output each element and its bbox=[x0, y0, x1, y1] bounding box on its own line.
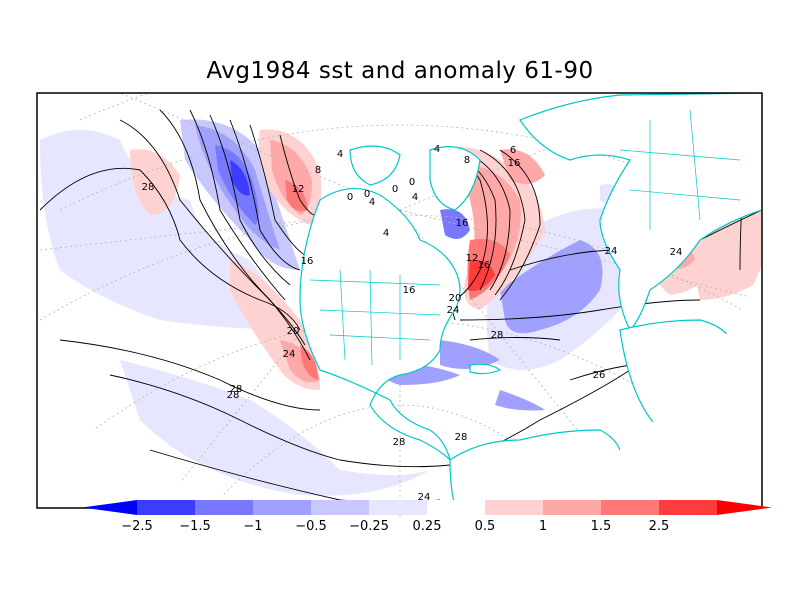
colorbar-tick-label: 0.25 bbox=[413, 519, 442, 534]
contour-label: 16 bbox=[478, 260, 491, 271]
colorbar-bin bbox=[427, 500, 485, 515]
contour-label: 16 bbox=[456, 218, 469, 229]
contour-label: 12 bbox=[466, 253, 479, 264]
contour-label: 28 bbox=[230, 384, 243, 395]
arctic-islands bbox=[349, 145, 401, 186]
contour-label: 16 bbox=[301, 256, 314, 267]
contour-label: 24 bbox=[418, 492, 431, 503]
contour-label: 12 bbox=[292, 184, 305, 195]
colorbar-bin bbox=[601, 500, 659, 515]
colorbar-bin bbox=[543, 500, 601, 515]
colorbar: −2.5 −1.5 −1 −0.5 −0.25 0.25 0.5 1 1.5 2.5 bbox=[82, 500, 772, 534]
contour-label: 8 bbox=[315, 165, 321, 176]
anomaly-region bbox=[500, 240, 603, 334]
colorbar-bin bbox=[253, 500, 311, 515]
colorbar-tick-label: −1.5 bbox=[179, 519, 211, 534]
contour-label: 0 bbox=[347, 192, 353, 203]
colorbar-tick-label: −0.25 bbox=[349, 519, 389, 534]
contour-label: 16 bbox=[508, 158, 521, 169]
caribbean-islands bbox=[469, 363, 502, 375]
colorbar-bin bbox=[659, 500, 717, 515]
contour-label: 24 bbox=[670, 247, 683, 258]
contour-label: 4 bbox=[369, 197, 375, 208]
contour-label: 0 bbox=[364, 189, 370, 200]
anomaly-region bbox=[230, 160, 250, 196]
sst-contours bbox=[39, 109, 762, 503]
colorbar-tick-label: 1.5 bbox=[591, 519, 612, 534]
anomaly-region bbox=[300, 345, 318, 380]
contour-label: 28 bbox=[491, 330, 504, 341]
colorbar-tick-label: 2.5 bbox=[649, 519, 670, 534]
colorbar-bin bbox=[485, 500, 543, 515]
colorbar-tick-label: −2.5 bbox=[121, 519, 153, 534]
greenland bbox=[429, 146, 481, 211]
colorbar-bin bbox=[195, 500, 253, 515]
anomaly-region bbox=[440, 340, 500, 369]
colorbar-arrow-low bbox=[82, 500, 137, 515]
colorbar-bin bbox=[311, 500, 369, 515]
contour-label: 0 bbox=[409, 177, 415, 188]
anomaly-region bbox=[495, 390, 545, 411]
contour-label: 28 bbox=[142, 182, 155, 193]
contour-label: 28 bbox=[393, 437, 406, 448]
europe-asia bbox=[519, 93, 762, 332]
contour-label: 28 bbox=[455, 432, 468, 443]
contour-label: 26 bbox=[593, 370, 606, 381]
africa bbox=[619, 319, 741, 431]
contour-label: 28 bbox=[227, 390, 240, 401]
contour-label: 4 bbox=[383, 228, 389, 239]
colorbar-tick-label: −0.5 bbox=[295, 519, 327, 534]
colorbar-arrow-high bbox=[717, 500, 772, 515]
anomaly-region bbox=[468, 259, 495, 291]
anomaly-region bbox=[120, 360, 430, 496]
colorbar-tick-label: 1 bbox=[539, 519, 547, 534]
contour-label: 4 bbox=[412, 192, 418, 203]
contour-label: 20 bbox=[449, 293, 462, 304]
contour-label: 20 bbox=[287, 326, 300, 337]
colorbar-tick-label: 0.5 bbox=[475, 519, 496, 534]
contour-label: 8 bbox=[464, 155, 470, 166]
state-borders bbox=[309, 109, 741, 366]
north-america bbox=[299, 187, 461, 462]
contour-label: 6 bbox=[510, 145, 516, 156]
contour-label: 0 bbox=[392, 184, 398, 195]
anomaly-region bbox=[130, 149, 180, 215]
colorbar-bin bbox=[369, 500, 427, 515]
contour-label: 4 bbox=[337, 149, 343, 160]
contour-label: 4 bbox=[434, 144, 440, 155]
map-title: Avg1984 sst and anomaly 61-90 bbox=[206, 58, 594, 84]
coastlines bbox=[299, 93, 762, 518]
contour-label: 24 bbox=[283, 349, 296, 360]
colorbar-tick-label: −1 bbox=[243, 519, 262, 534]
contour-label: 24 bbox=[605, 246, 618, 257]
contour-label: 16 bbox=[403, 285, 416, 296]
colorbar-bin bbox=[137, 500, 195, 515]
contour-label: 24 bbox=[447, 305, 460, 316]
